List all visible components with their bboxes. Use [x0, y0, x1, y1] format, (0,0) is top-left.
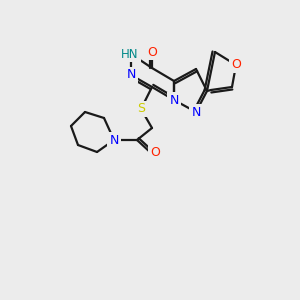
Text: N: N: [191, 106, 201, 118]
Text: HN: HN: [121, 47, 139, 61]
Text: O: O: [150, 146, 160, 158]
Text: N: N: [169, 94, 179, 106]
Text: N: N: [126, 68, 136, 82]
Text: O: O: [231, 58, 241, 71]
Text: S: S: [137, 103, 145, 116]
Text: N: N: [109, 134, 119, 146]
Text: O: O: [147, 46, 157, 59]
